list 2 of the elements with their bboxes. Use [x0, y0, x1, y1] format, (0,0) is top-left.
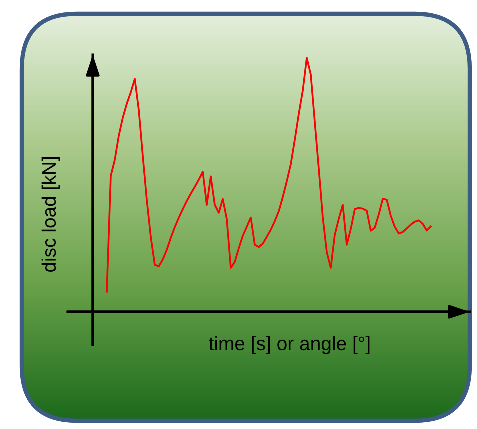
y-axis-title: disc load [kN]: [42, 158, 60, 272]
x-axis-title: time [s] or angle [°]: [209, 336, 370, 354]
